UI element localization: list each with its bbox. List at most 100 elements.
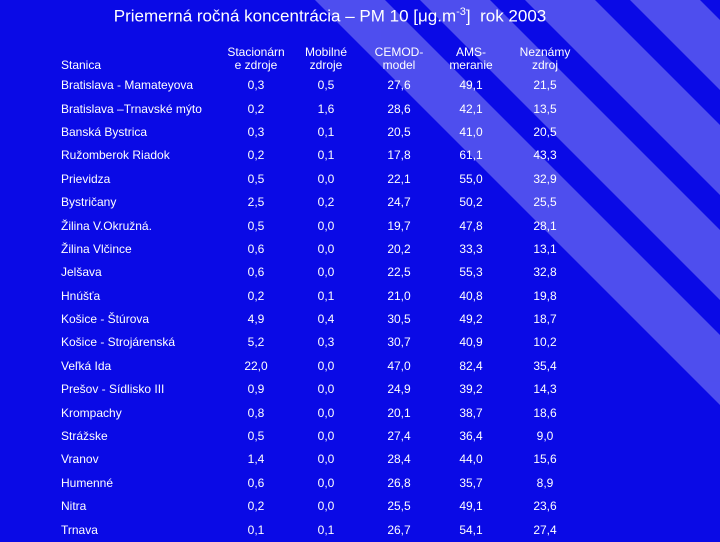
header-line: zdroje xyxy=(309,58,343,72)
table-row: Žilina V.Okružná. 0,5 0,0 19,7 47,8 28,1 xyxy=(0,214,584,237)
table-row: Ružomberok Riadok 0,2 0,1 17,8 61,1 43,3 xyxy=(0,144,584,167)
neznamy-value: 19,8 xyxy=(533,288,557,303)
neznamy-value: 18,6 xyxy=(533,405,557,420)
ams-value: 49,2 xyxy=(459,312,483,327)
station-name: Jelšava xyxy=(61,265,102,280)
cemod-value: 30,5 xyxy=(387,312,411,327)
table-row: Jelšava 0,6 0,0 22,5 55,3 32,8 xyxy=(0,261,584,284)
mobilne-value: 0,0 xyxy=(317,171,335,186)
stacionarne-value: 22,0 xyxy=(244,358,268,373)
neznamy-value: 32,8 xyxy=(533,265,557,280)
stacionarne-value: 0,2 xyxy=(247,499,265,514)
header-line: CEMOD- xyxy=(374,45,424,59)
header-line: e zdroje xyxy=(234,58,278,72)
mobilne-value: 0,4 xyxy=(317,312,335,327)
ams-value: 61,1 xyxy=(459,148,483,163)
header-line: AMS- xyxy=(456,45,486,59)
table-row: Nitra 0,2 0,0 25,5 49,1 23,6 xyxy=(0,495,584,518)
page-title: Priemerná ročná koncentrácia – PM 10 [μg… xyxy=(0,6,660,27)
neznamy-value: 8,9 xyxy=(536,475,554,490)
table-row: Humenné 0,6 0,0 26,8 35,7 8,9 xyxy=(0,472,584,495)
neznamy-value: 18,7 xyxy=(533,312,557,327)
mobilne-value: 0,0 xyxy=(317,265,335,280)
header-cemod: CEMOD-model xyxy=(362,36,436,74)
table-header-row: Stanica Stacionárn e zdroje Mobilné zdroje CE… xyxy=(0,36,584,74)
station-name: Banská Bystrica xyxy=(61,124,148,139)
neznamy-value: 13,5 xyxy=(533,101,557,116)
cemod-value: 24,9 xyxy=(387,382,411,397)
mobilne-value: 0,0 xyxy=(317,382,335,397)
table-row: Hnúšťa 0,2 0,1 21,0 40,8 19,8 xyxy=(0,285,584,308)
station-name: Žilina V.Okružná. xyxy=(61,218,152,233)
ams-value: 49,1 xyxy=(459,78,483,93)
mobilne-value: 0,1 xyxy=(317,522,335,537)
station-name: Košice - Štúrova xyxy=(61,312,150,327)
stacionarne-value: 0,2 xyxy=(247,288,265,303)
mobilne-value: 0,0 xyxy=(317,475,335,490)
neznamy-value: 15,6 xyxy=(533,452,557,467)
mobilne-value: 0,1 xyxy=(317,124,335,139)
diagonal-stripe xyxy=(420,0,720,300)
cemod-value: 28,4 xyxy=(387,452,411,467)
mobilne-value: 0,1 xyxy=(317,288,335,303)
station-name: Krompachy xyxy=(61,405,122,420)
cemod-value: 22,1 xyxy=(387,171,411,186)
cemod-value: 30,7 xyxy=(387,335,411,350)
cemod-value: 27,6 xyxy=(387,78,411,93)
neznamy-value: 43,3 xyxy=(533,148,557,163)
table-row: Prievidza 0,5 0,0 22,1 55,0 32,9 xyxy=(0,168,584,191)
header-neznamy: Neznámy zdroj xyxy=(506,36,584,74)
station-name: Humenné xyxy=(61,475,114,490)
station-name: Bystričany xyxy=(61,195,117,210)
header-line: model xyxy=(382,58,416,72)
table-row: Veľká Ida 22,0 0,0 47,0 82,4 35,4 xyxy=(0,355,584,378)
ams-value: 40,8 xyxy=(459,288,483,303)
header-line: Mobilné xyxy=(304,45,348,59)
mobilne-value: 0,0 xyxy=(317,452,335,467)
diagonal-stripe xyxy=(630,0,720,90)
neznamy-value: 14,3 xyxy=(533,382,557,397)
table-row: Košice - Strojárenská 5,2 0,3 30,7 40,9 10,2 xyxy=(0,331,584,354)
mobilne-value: 0,0 xyxy=(317,358,335,373)
stacionarne-value: 4,9 xyxy=(247,312,265,327)
cemod-value: 20,2 xyxy=(387,241,411,256)
mobilne-value: 0,0 xyxy=(317,218,335,233)
header-line: zdroj xyxy=(531,58,558,72)
station-name: Strážske xyxy=(61,429,108,444)
station-name: Nitra xyxy=(61,499,87,514)
stacionarne-value: 0,3 xyxy=(247,124,265,139)
neznamy-value: 20,5 xyxy=(533,124,557,139)
stacionarne-value: 1,4 xyxy=(247,452,265,467)
mobilne-value: 0,0 xyxy=(317,429,335,444)
cemod-value: 17,8 xyxy=(387,148,411,163)
ams-value: 49,1 xyxy=(459,499,483,514)
ams-value: 54,1 xyxy=(459,522,483,537)
mobilne-value: 0,0 xyxy=(317,241,335,256)
neznamy-value: 23,6 xyxy=(533,499,557,514)
mobilne-value: 0,1 xyxy=(317,148,335,163)
neznamy-value: 32,9 xyxy=(533,171,557,186)
stacionarne-value: 0,2 xyxy=(247,101,265,116)
ams-value: 55,3 xyxy=(459,265,483,280)
table-body: Bratislava - Mamateyova 0,3 0,5 27,6 49,1 21,… xyxy=(0,74,584,542)
stacionarne-value: 0,6 xyxy=(247,241,265,256)
table-row: Trnava 0,1 0,1 26,7 54,1 27,4 xyxy=(0,518,584,541)
ams-value: 82,4 xyxy=(459,358,483,373)
header-stacionarne: Stacionárn e zdroje xyxy=(222,36,290,74)
neznamy-value: 28,1 xyxy=(533,218,557,233)
table-row: Žilina Vlčince 0,6 0,0 20,2 33,3 13,1 xyxy=(0,238,584,261)
header-mobilne: Mobilné zdroje xyxy=(290,36,362,74)
stacionarne-value: 0,6 xyxy=(247,265,265,280)
ams-value: 40,9 xyxy=(459,335,483,350)
cemod-value: 26,8 xyxy=(387,475,411,490)
stacionarne-value: 0,3 xyxy=(247,78,265,93)
table-row: Bratislava - Mamateyova 0,3 0,5 27,6 49,1 21,… xyxy=(0,74,584,97)
cemod-value: 22,5 xyxy=(387,265,411,280)
cemod-value: 26,7 xyxy=(387,522,411,537)
neznamy-value: 10,2 xyxy=(533,335,557,350)
ams-value: 39,2 xyxy=(459,382,483,397)
ams-value: 44,0 xyxy=(459,452,483,467)
table-row: Banská Bystrica 0,3 0,1 20,5 41,0 20,5 xyxy=(0,121,584,144)
neznamy-value: 35,4 xyxy=(533,358,557,373)
